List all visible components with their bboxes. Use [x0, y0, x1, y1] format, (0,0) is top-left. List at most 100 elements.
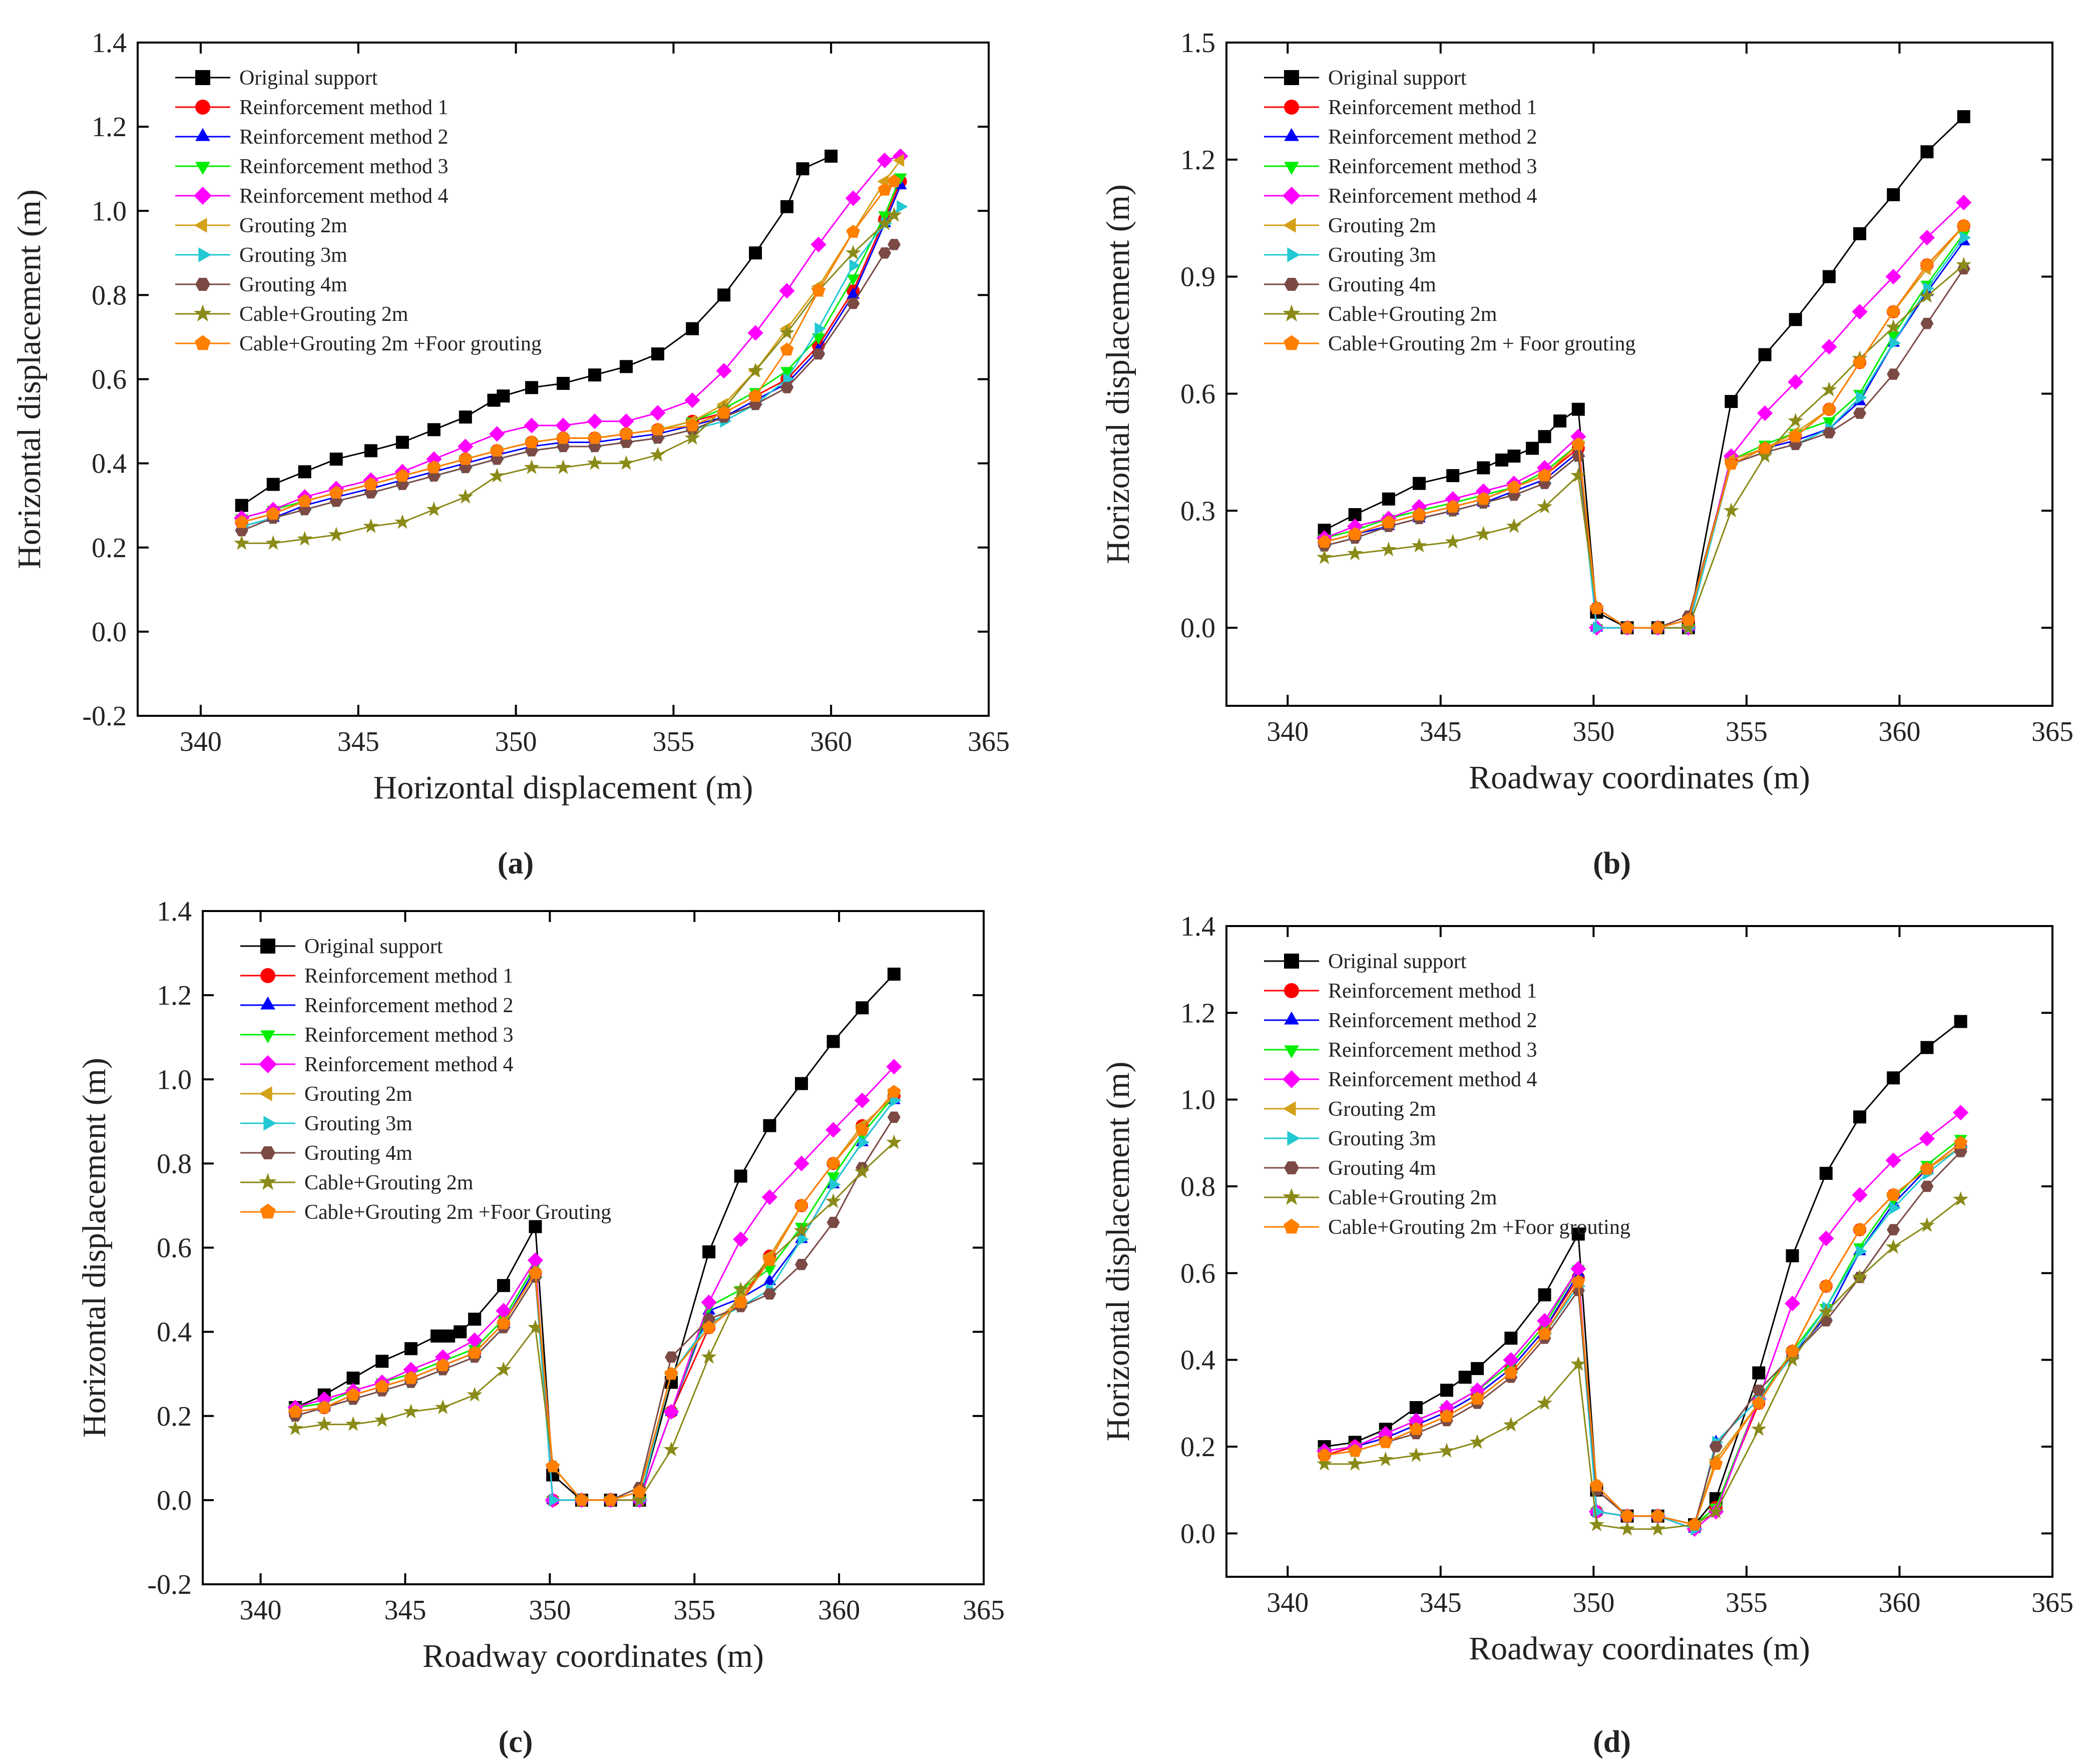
data-point: [826, 1216, 840, 1228]
data-point: [793, 1222, 809, 1237]
legend-label: Reinforcement method 3: [1328, 155, 1537, 178]
y-axis-title: Horizontal displacement (m): [1100, 1062, 1136, 1442]
data-point: [1853, 1222, 1867, 1236]
legend-item: Grouting 4m: [240, 1142, 412, 1165]
x-tick-label: 360: [1878, 1587, 1920, 1618]
data-point: [467, 1387, 483, 1402]
legend-item: Reinforcement method 1: [240, 965, 514, 988]
legend-label: Grouting 3m: [304, 1112, 412, 1135]
data-point: [1317, 1456, 1332, 1471]
data-point: [575, 1493, 589, 1506]
data-point: [1538, 1288, 1551, 1301]
data-point: [1785, 1352, 1800, 1367]
panel-caption: (a): [498, 846, 534, 880]
data-point: [824, 149, 838, 163]
data-point: [747, 325, 763, 341]
data-point: [779, 324, 795, 340]
data-point: [664, 1367, 678, 1380]
x-tick-label: 355: [1726, 716, 1768, 747]
legend-item: Reinforcement method 4: [1264, 185, 1537, 208]
data-point: [1752, 1385, 1766, 1396]
data-point: [878, 182, 892, 196]
data-point: [557, 376, 570, 390]
data-point: [854, 1092, 870, 1108]
legend-marker: [1284, 70, 1299, 85]
series-line-cable-grouting-2m-foor-grouting: [241, 181, 895, 523]
data-point: [468, 1312, 482, 1326]
data-point: [1919, 1131, 1935, 1147]
data-point: [1852, 304, 1868, 320]
x-tick-label: 340: [240, 1595, 282, 1626]
y-tick-label: 1.5: [1180, 28, 1215, 59]
legend-item: Grouting 4m: [1264, 1157, 1436, 1180]
y-tick-label: 1.0: [157, 1064, 192, 1095]
legend-label: Reinforcement method 1: [239, 96, 449, 119]
y-axis-title: Horizontal displacement (m): [76, 1058, 113, 1438]
legend-item: Reinforcement method 2: [175, 126, 449, 149]
plot-frame: [1225, 925, 2053, 1578]
data-point: [497, 1316, 511, 1330]
legend-item: Reinforcement method 4: [1264, 1068, 1537, 1091]
data-point: [394, 514, 410, 529]
data-point: [235, 515, 249, 528]
data-point: [403, 1404, 419, 1419]
y-tick-label: 1.4: [1180, 911, 1215, 942]
legend-item: Reinforcement method 2: [1264, 1009, 1537, 1032]
legend-label: Reinforcement method 3: [239, 155, 449, 178]
data-point: [1413, 477, 1426, 490]
data-point: [1887, 331, 1900, 343]
x-tick-label: 365: [2031, 1587, 2073, 1618]
data-point: [845, 190, 861, 206]
legend-marker: [195, 335, 211, 350]
data-point: [877, 152, 893, 168]
data-point: [1821, 339, 1837, 355]
data-point: [1789, 429, 1803, 443]
legend-label: Grouting 4m: [304, 1142, 412, 1165]
data-point: [877, 215, 893, 230]
data-point: [856, 1001, 869, 1015]
legend-marker: [1283, 1070, 1301, 1088]
data-point: [297, 531, 313, 546]
data-point: [686, 322, 699, 335]
y-tick-label: 0.6: [1180, 1258, 1215, 1289]
data-point: [403, 1362, 419, 1378]
legend: Original support Reinforcement method 1 Re…: [1264, 67, 1635, 355]
data-point: [1537, 1313, 1553, 1329]
data-point: [404, 1371, 418, 1384]
legend-label: Reinforcement method 4: [1328, 1068, 1537, 1091]
x-tick-label: 365: [2031, 716, 2073, 747]
data-point: [1571, 402, 1585, 416]
panel-caption: (c): [499, 1725, 533, 1759]
data-point: [1570, 467, 1586, 483]
x-tick-label: 345: [384, 1595, 426, 1626]
x-tick-label: 355: [1726, 1587, 1768, 1618]
data-point: [1651, 620, 1665, 634]
data-point: [749, 246, 762, 260]
data-point: [847, 274, 860, 286]
data-point: [849, 259, 861, 272]
data-point: [298, 494, 312, 507]
data-point: [1411, 538, 1427, 553]
data-point: [1381, 542, 1397, 557]
data-point: [665, 1351, 678, 1363]
series-cable-grouting-2m: [234, 207, 902, 550]
data-point: [812, 348, 825, 360]
data-point: [888, 239, 901, 250]
chart-panel-c: 340 345 350 355 360 365 -0.2 0.0 0.2 0.4 0.6 0.8 1.0…: [76, 896, 1005, 1759]
data-point: [797, 1232, 809, 1246]
legend-label: Original support: [1328, 950, 1467, 973]
legend-label: Original support: [1328, 67, 1467, 90]
data-point: [1347, 545, 1363, 561]
data-point: [1382, 515, 1396, 529]
y-tick-label: 1.0: [1180, 1085, 1215, 1116]
data-point: [826, 1156, 841, 1169]
data-point: [1446, 500, 1460, 513]
data-point: [528, 1265, 542, 1279]
legend-marker: [1287, 1131, 1301, 1146]
data-point: [1853, 227, 1866, 240]
data-point: [288, 1405, 302, 1418]
y-tick-label: -0.2: [147, 1569, 192, 1600]
y-tick-label: 1.2: [157, 980, 192, 1011]
data-point: [702, 1320, 716, 1334]
data-point: [1887, 368, 1900, 380]
